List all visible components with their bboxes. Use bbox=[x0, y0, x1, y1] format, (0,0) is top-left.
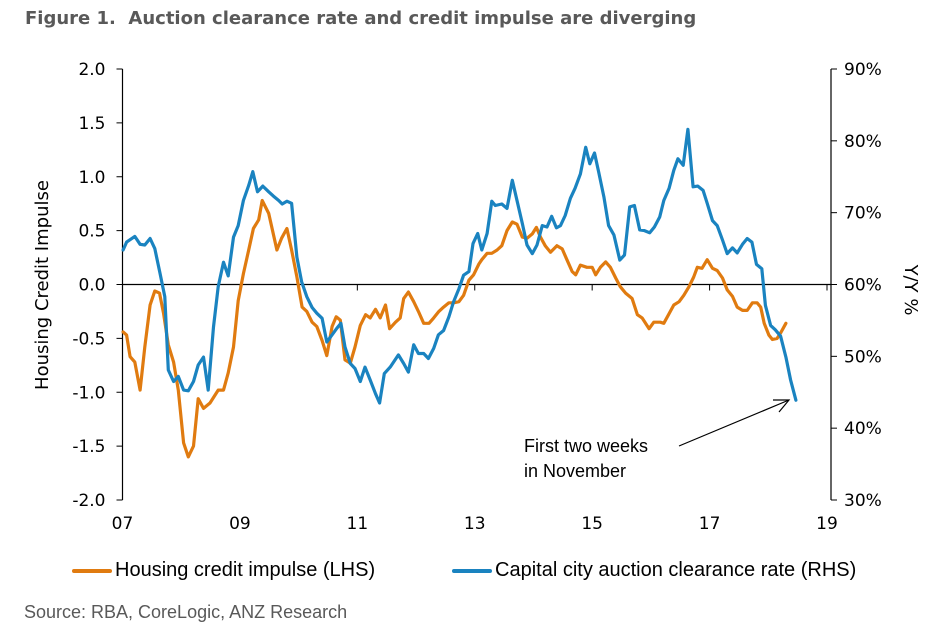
series-line-auction-clearance-rate bbox=[121, 127, 798, 405]
source-note: Source: RBA, CoreLogic, ANZ Research bbox=[24, 602, 348, 622]
y-tick-label-right: 90% bbox=[844, 60, 882, 80]
x-tick-label: 17 bbox=[699, 514, 721, 534]
y-tick-label-right: 30% bbox=[844, 491, 882, 511]
annotation-line-1: First two weeks bbox=[524, 436, 648, 456]
y-tick-label-right: 40% bbox=[844, 419, 882, 439]
series-line-housing-credit-impulse bbox=[121, 198, 788, 459]
series-lines bbox=[121, 127, 798, 459]
y-tick-label-left: -2.0 bbox=[72, 491, 105, 511]
y-tick-label-left: 1.0 bbox=[78, 168, 105, 188]
x-tick-label: 13 bbox=[464, 514, 486, 534]
legend-label: Housing credit impulse (LHS) bbox=[115, 559, 376, 581]
y-tick-label-right: 70% bbox=[844, 204, 882, 224]
y-tick-label-right: 60% bbox=[844, 276, 882, 296]
x-tick-label: 07 bbox=[112, 514, 134, 534]
annotation-arrow bbox=[678, 399, 791, 447]
legend-label: Capital city auction clearance rate (RHS… bbox=[495, 559, 857, 581]
y-tick-label-right: 80% bbox=[844, 132, 882, 152]
chart-title: Figure 1. Auction clearance rate and cre… bbox=[25, 8, 697, 29]
x-tick-label: 19 bbox=[816, 514, 838, 534]
y-tick-label-left: 1.5 bbox=[78, 114, 105, 134]
annotation-line-2: in November bbox=[524, 461, 626, 481]
legend-swatch-orange bbox=[72, 568, 112, 573]
axes: 2.0 1.5 1.0 0.5 0.0 -0.5 -1.0 -1.5 -2.0 90% 80% 70%… bbox=[72, 60, 881, 534]
x-tick-label: 15 bbox=[581, 514, 603, 534]
x-tick-label: 09 bbox=[229, 514, 251, 534]
legend-swatch-blue bbox=[452, 568, 492, 573]
y-tick-label-left: -0.5 bbox=[72, 329, 105, 349]
y-tick-label-left: 0.5 bbox=[78, 222, 105, 242]
y-axis-label-left: Housing Credit Impulse bbox=[32, 180, 53, 390]
legend-item-clearance-rate: Capital city auction clearance rate (RHS… bbox=[452, 559, 856, 582]
x-tick-label: 11 bbox=[347, 514, 369, 534]
y-tick-label-left: -1.0 bbox=[72, 383, 105, 403]
y-tick-label-left: 2.0 bbox=[78, 60, 105, 80]
y-tick-label-right: 50% bbox=[844, 347, 882, 367]
y-tick-label-left: 0.0 bbox=[78, 276, 105, 296]
legend-item-credit-impulse: Housing credit impulse (LHS) bbox=[72, 559, 375, 582]
y-axis-label-right: Y/Y % bbox=[900, 264, 921, 316]
y-tick-label-left: -1.5 bbox=[72, 437, 105, 457]
